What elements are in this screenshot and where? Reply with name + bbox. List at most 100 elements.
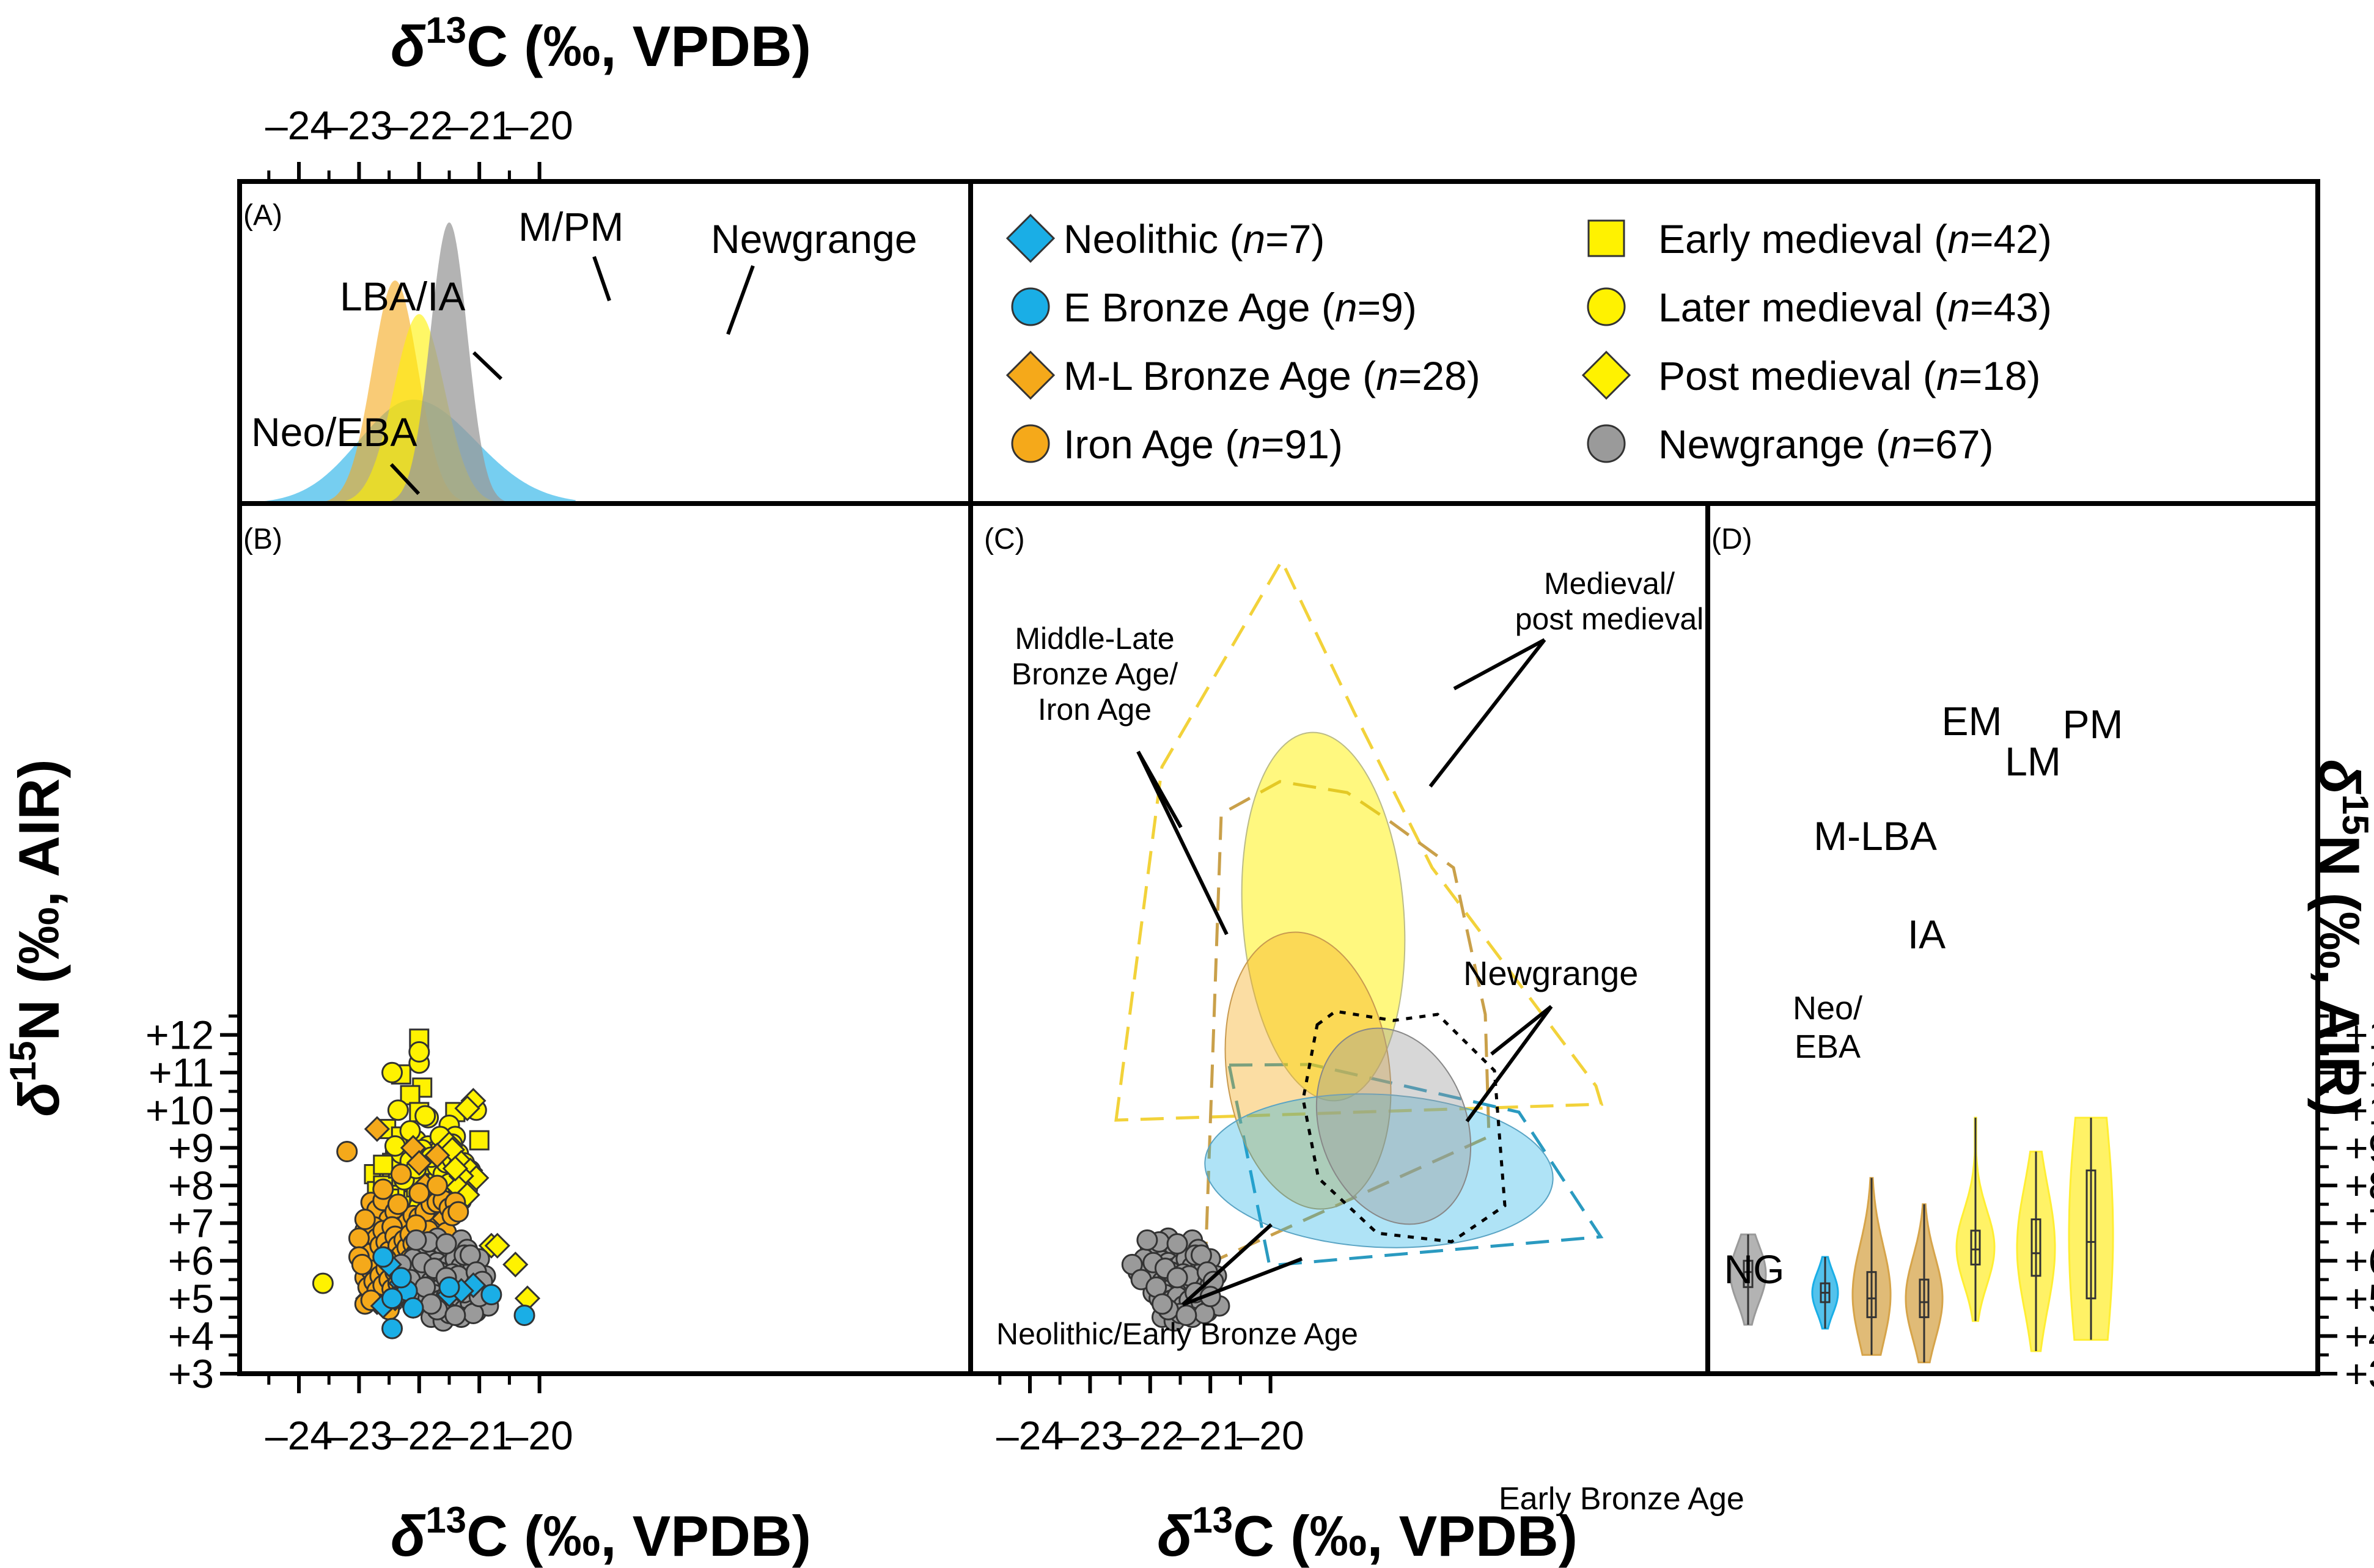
left-y-tick-label: +3 [168,1351,214,1396]
violin-box-em [1970,1229,1981,1266]
e-bronze-age-point [381,1288,403,1310]
iron-age-point [348,1227,370,1249]
violin-label-ng: NG [1724,1247,1785,1292]
right-y-tick-label: +4 [2345,1313,2374,1358]
right-y-tick-label: +8 [2345,1163,2374,1208]
panel-a-labels: M/PM LBA/IA Newgrange Neo/EBA [251,204,917,496]
panel-a-label: (A) [243,199,282,232]
legend-item: Iron Age (n=91) [1011,422,1343,467]
violin-box-m-lba [1866,1271,1877,1319]
legend-label: Newgrange (n=67) [1658,422,1994,467]
axes: –24–23–22–21–20–24–23–22–21–20 –24–23–22–… [145,103,2374,1458]
bottom-left-axis-title: δ13C (‰, VPDB) [391,1500,811,1568]
violins [1729,1116,2114,1363]
legend-label: Post medieval (n=18) [1658,353,2041,398]
later-medieval-point [408,1041,430,1063]
violin-label-mlba: M-LBA [1814,813,1937,859]
bottom-x-tick-label: –23 [325,1413,392,1458]
iron-age-point [408,1182,430,1204]
panel-c-annotations: Medieval/ post medieval Middle-Late Bron… [996,566,1703,1351]
early-medieval-point [373,1154,394,1175]
group-regions [1114,557,1604,1332]
panel-c-label: (C) [984,523,1025,555]
legend-label: Early medieval (n=42) [1658,216,2052,262]
e-bronze-age-point [480,1284,502,1306]
right-axis-title: δ15N (‰, AIR) [2307,759,2374,1116]
curve-label-newgrange: Newgrange [711,216,917,262]
legend-circle-icon [1011,424,1050,463]
violin-box-ng [1743,1259,1754,1288]
legend-item: Newgrange (n=67) [1587,422,1994,467]
newgrange-point [1175,1305,1197,1327]
legend-item: E Bronze Age (n=9) [1011,285,1417,330]
legend: Neolithic (n=7) E Bronze Age (n=9) M-L Bro… [1005,213,2052,467]
mlba-ia-hull [1204,780,1491,1267]
annot-medieval-1: Medieval/ [1544,566,1675,601]
e-bronze-age-point [438,1276,460,1298]
curve-label-neoeba: Neo/EBA [251,409,417,455]
left-axis-title: δ15N (‰, AIR) [2,759,71,1116]
later-medieval-point [387,1099,409,1121]
top-x-tick-label: –20 [506,103,573,148]
panel-d-labels: NG Neo/ EBA M-LBA IA EM LM PM [1724,698,2123,1292]
curve-leader-lines [389,256,755,496]
top-x-tick-label: –23 [325,103,392,148]
violin-box-ia [1919,1278,1930,1319]
newgrange-point [1166,1267,1188,1289]
later-medieval-point [384,1135,406,1157]
legend-diamond-icon [1005,213,1056,263]
e-bronze-age-point [372,1246,394,1268]
annot-mlba-3: Iron Age [1038,692,1152,727]
iron-age-point [354,1208,376,1230]
newgrange-point [420,1293,442,1315]
legend-label: Later medieval (n=43) [1658,285,2052,330]
medieval-ellipse [1241,731,1406,1102]
early-medieval-point [469,1130,490,1151]
neo-eba-hull [1227,1063,1604,1267]
neo-eba-ellipse [1204,1093,1554,1248]
violin-label-eba: EBA [1795,1028,1861,1065]
bottom-x-tick-label: –22 [1117,1413,1184,1458]
annot-newgrange: Newgrange [1463,954,1638,992]
left-y-tick-label: +4 [168,1313,214,1358]
annot-mlba-2: Bronze Age/ [1012,657,1178,691]
panel-b-points [312,1028,541,1339]
annot-mlba-1: Middle-Late [1015,621,1174,656]
top-x-tick-label: –21 [446,103,513,148]
m-l-bronze-age-point [424,1142,450,1168]
bottom-x-tick-label: –20 [506,1413,573,1458]
later-medieval-point [312,1272,334,1294]
annot-leader-lines [1136,638,1553,1306]
right-y-tick-label: +6 [2345,1238,2374,1283]
legend-diamond-icon [1005,350,1056,400]
annot-medieval-2: post medieval [1515,602,1704,636]
left-y-tick-label: +12 [145,1013,214,1058]
legend-item: Neolithic (n=7) [1005,213,1325,263]
right-y-tick-label: +5 [2345,1276,2374,1321]
panel-d-label: (D) [1711,523,1752,555]
violin-label-ia: IA [1908,912,1946,957]
left-y-tick-label: +5 [168,1276,214,1321]
legend-diamond-icon [1581,350,1631,400]
right-y-tick-label: +3 [2345,1351,2374,1396]
density-curves [262,222,576,502]
panel-d-frame [1705,501,2320,1376]
top-axis-title: δ13C (‰, VPDB) [391,10,811,78]
right-y-tick-label: +9 [2345,1125,2374,1170]
legend-item: Early medieval (n=42) [1587,216,2052,262]
top-x-tick-label: –22 [386,103,453,148]
violin-box-pm [2086,1169,2097,1300]
bottom-x-tick-label: –22 [386,1413,453,1458]
legend-circle-icon [1011,287,1050,326]
bottom-x-tick-label: –23 [1056,1413,1123,1458]
medieval-hull [1114,557,1604,1122]
legend-circle-icon [1587,424,1626,463]
curve-label-mpm: M/PM [518,204,623,249]
bottom-x-tick-label: –21 [446,1413,513,1458]
violin-label-pm: PM [2063,702,2123,747]
right-y-tick-label: +10 [2345,1088,2374,1133]
iron-age-point [336,1141,358,1163]
left-y-tick-label: +11 [149,1050,214,1095]
legend-item: Post medieval (n=18) [1581,350,2041,400]
bottom-x-tick-label: –24 [996,1413,1064,1458]
